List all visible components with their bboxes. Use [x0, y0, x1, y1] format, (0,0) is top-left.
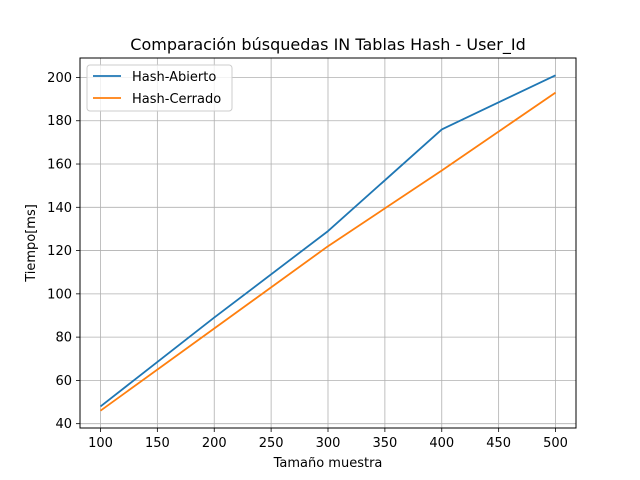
x-tick-label: 300	[316, 436, 341, 451]
y-tick-label: 200	[47, 71, 72, 86]
y-axis-ticks: 40 60 80 100 120 140 160 180 200	[47, 71, 80, 432]
y-axis-label: Tiempo[ms]	[24, 204, 39, 283]
y-tick-label: 60	[55, 374, 72, 389]
x-tick-label: 250	[259, 436, 284, 451]
series-lines	[99, 74, 557, 412]
x-axis-ticks: 100 150 200 250 300 350 400 450 500	[88, 428, 568, 451]
x-tick-label: 100	[88, 436, 113, 451]
y-tick-label: 120	[47, 244, 72, 259]
x-tick-label: 400	[429, 436, 454, 451]
series-line-hash-cerrado	[99, 91, 557, 412]
legend-label-hash-abierto: Hash-Abierto	[132, 70, 216, 85]
x-tick-label: 450	[486, 436, 511, 451]
legend-label-hash-cerrado: Hash-Cerrado	[132, 92, 221, 107]
y-tick-label: 160	[47, 158, 72, 173]
grid	[80, 58, 576, 428]
legend: Hash-Abierto Hash-Cerrado	[86, 64, 233, 112]
x-tick-label: 500	[543, 436, 568, 451]
y-tick-label: 140	[47, 201, 72, 216]
y-tick-label: 40	[55, 417, 72, 432]
chart-title: Comparación búsquedas IN Tablas Hash - U…	[130, 35, 525, 55]
y-tick-label: 100	[47, 287, 72, 302]
y-tick-label: 80	[55, 331, 72, 346]
series-line-hash-abierto	[99, 74, 556, 408]
y-tick-label: 180	[47, 114, 72, 129]
legend-box	[86, 64, 233, 112]
x-tick-label: 150	[145, 436, 170, 451]
x-tick-label: 200	[202, 436, 227, 451]
x-axis-label: Tamaño muestra	[273, 456, 383, 471]
x-tick-label: 350	[372, 436, 397, 451]
